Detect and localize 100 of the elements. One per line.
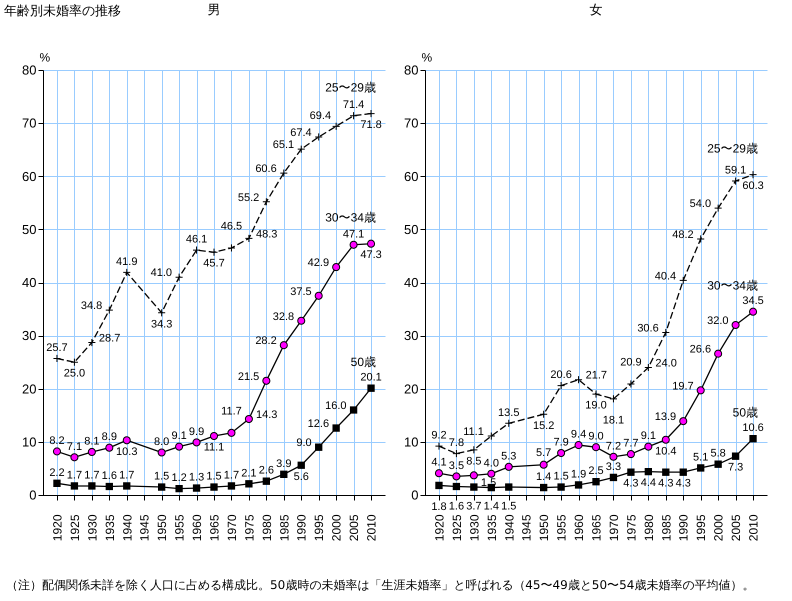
point xyxy=(314,132,323,141)
point xyxy=(315,444,322,451)
point xyxy=(732,452,740,460)
x-tick-label: 1935 xyxy=(484,514,499,542)
point xyxy=(262,478,270,485)
point xyxy=(697,464,704,472)
point xyxy=(609,394,618,403)
data-label: 7.3 xyxy=(728,462,744,474)
data-label: 60.6 xyxy=(255,163,277,176)
data-label: 25.7 xyxy=(46,342,68,354)
x-tick-label: 1990 xyxy=(676,514,691,542)
data-label: 2.1 xyxy=(241,467,257,480)
data-label: 28.7 xyxy=(98,332,120,345)
x-tick-label: 1960 xyxy=(190,514,204,542)
data-label: 1.9 xyxy=(570,468,586,480)
point xyxy=(609,452,618,461)
data-label: 34.5 xyxy=(742,295,764,308)
point xyxy=(244,415,253,424)
point xyxy=(350,240,358,249)
x-tick-label: 1920 xyxy=(50,514,64,542)
point xyxy=(680,468,687,476)
data-label: 9.1 xyxy=(171,430,187,442)
point xyxy=(105,306,114,314)
point xyxy=(732,176,740,186)
data-label: 1.4 xyxy=(484,500,499,512)
data-label: 46.1 xyxy=(186,234,208,246)
point xyxy=(210,483,218,491)
data-label: 28.2 xyxy=(255,335,277,348)
data-label: 13.5 xyxy=(498,406,520,419)
point xyxy=(297,316,306,325)
point xyxy=(574,441,583,450)
data-label: 11.1 xyxy=(463,426,484,438)
data-label: 9.0 xyxy=(588,430,604,443)
x-tick-label: 1985 xyxy=(659,514,674,542)
text: （注）配偶関係未詳を除く人口に占める構成比。50歳時の未婚率は「生涯未婚率」と呼ばれる（45〜49歳と50〜54歳未婚率の平均値）。 xyxy=(6,577,756,594)
y-axis-title: % xyxy=(422,50,432,64)
x-tick-label: 1955 xyxy=(172,514,187,542)
data-label: 1.2 xyxy=(171,472,187,484)
point xyxy=(540,484,548,492)
point xyxy=(227,244,236,252)
point xyxy=(487,432,496,440)
x-tick-label: 1970 xyxy=(224,514,239,542)
point xyxy=(574,481,582,489)
data-label: 1.7 xyxy=(66,469,82,482)
point xyxy=(53,480,61,487)
x-tick-label: 1920 xyxy=(432,514,446,542)
point xyxy=(434,442,443,450)
point xyxy=(470,483,478,491)
point xyxy=(540,460,548,469)
point xyxy=(626,450,635,458)
point xyxy=(280,470,288,478)
data-label: 3.9 xyxy=(276,458,292,470)
data-label: 7.9 xyxy=(553,436,569,449)
x-tick-label: 1925 xyxy=(68,514,82,542)
data-label: 71.4 xyxy=(342,99,364,112)
x-tick-label: 1985 xyxy=(277,514,292,542)
point xyxy=(175,273,184,282)
data-label: 1.7 xyxy=(119,469,134,482)
data-label: 19.0 xyxy=(585,400,607,412)
point xyxy=(505,483,512,491)
point xyxy=(52,354,61,363)
y-tick-label: 70 xyxy=(404,116,418,131)
data-label: 5.1 xyxy=(693,451,708,464)
data-label: 47.3 xyxy=(360,249,382,262)
x-tick-label: 2005 xyxy=(729,514,744,542)
data-label: 37.5 xyxy=(290,286,312,298)
data-label: 41.9 xyxy=(116,256,138,268)
data-label: 4.3 xyxy=(658,478,674,490)
x-tick-label: 2000 xyxy=(330,514,344,542)
point xyxy=(262,198,270,206)
data-label: 1.7 xyxy=(84,469,100,482)
y-tick-label: 50 xyxy=(22,222,36,237)
point xyxy=(714,350,722,358)
x-tick-label: 1930 xyxy=(467,514,482,542)
data-label: 65.1 xyxy=(272,139,294,152)
point xyxy=(88,448,96,456)
data-label: 20.9 xyxy=(620,356,642,368)
data-label: 4.3 xyxy=(623,478,639,490)
point xyxy=(679,276,688,284)
point xyxy=(592,390,600,398)
data-label: 18.1 xyxy=(602,414,624,426)
series-label: 25〜29歳 xyxy=(707,142,758,156)
point xyxy=(732,320,740,330)
point xyxy=(332,263,340,272)
data-label: 11.1 xyxy=(204,442,224,454)
point xyxy=(644,363,652,372)
x-tick-label: 1945 xyxy=(520,514,534,542)
point xyxy=(192,484,200,492)
data-label: 21.5 xyxy=(238,370,260,383)
y-tick-label: 0 xyxy=(411,488,418,502)
point xyxy=(123,482,130,490)
y-tick-label: 10 xyxy=(404,434,418,450)
point xyxy=(662,468,670,476)
point xyxy=(644,468,652,476)
point xyxy=(70,358,78,366)
point xyxy=(175,484,183,492)
data-label: 55.2 xyxy=(238,192,260,204)
x-tick-label: 2010 xyxy=(364,514,379,542)
data-label: 48.3 xyxy=(256,228,278,240)
point xyxy=(662,328,670,336)
